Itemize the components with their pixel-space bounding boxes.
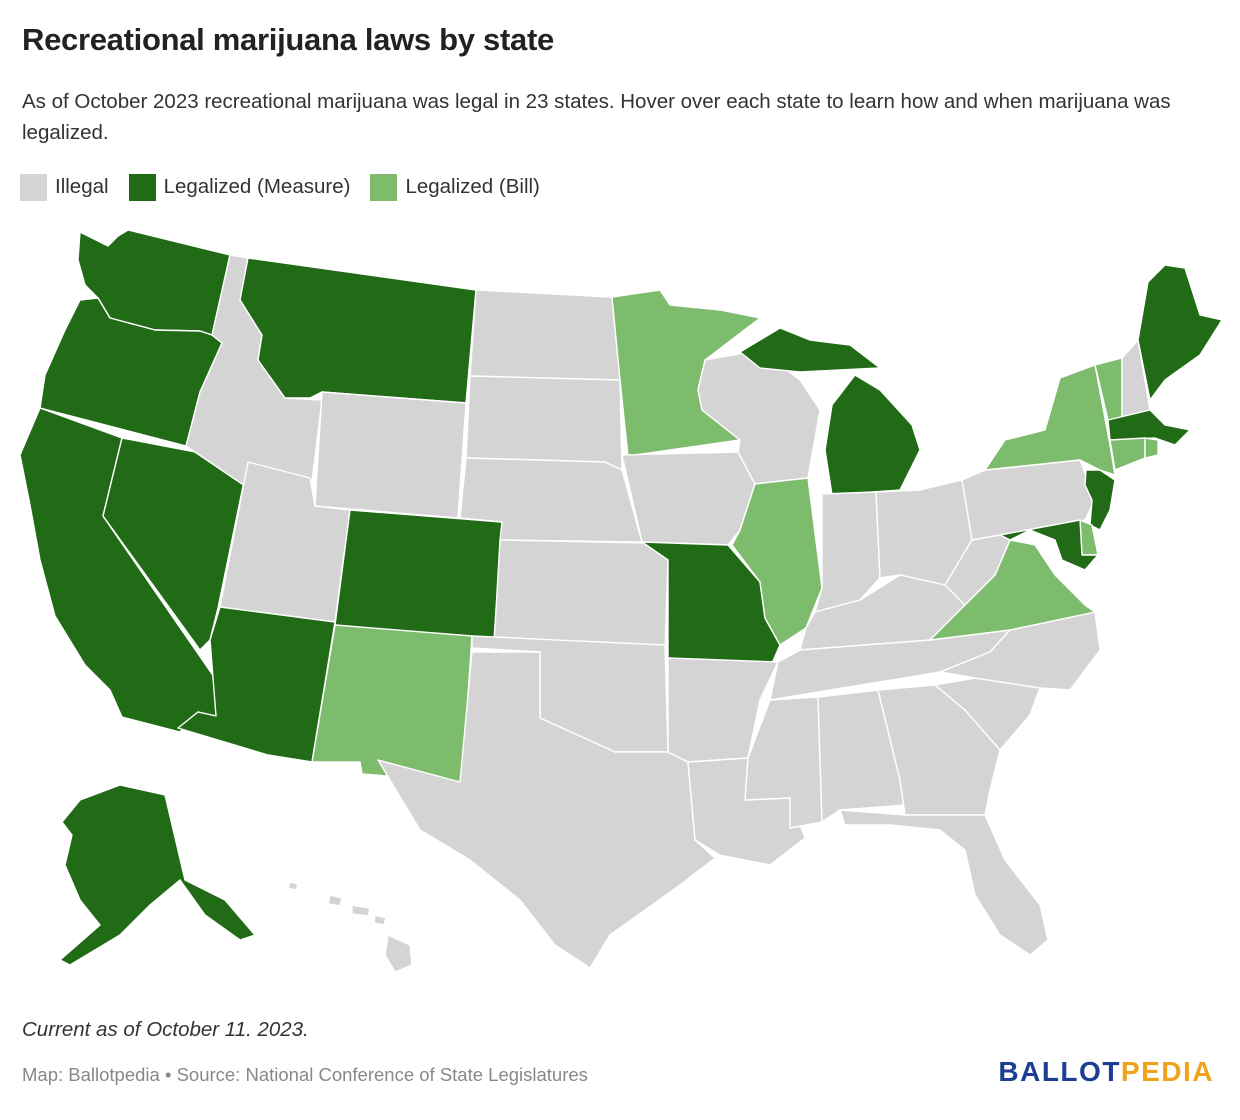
legend: Illegal Legalized (Measure) Legalized (B… (20, 172, 560, 202)
state-ME[interactable] (1137, 264, 1223, 401)
state-NY[interactable] (984, 364, 1116, 476)
state-SD[interactable] (465, 375, 623, 471)
legend-swatch-illegal (20, 173, 47, 201)
legend-item-measure[interactable]: Legalized (Measure) (128, 173, 351, 201)
state-KS[interactable] (493, 539, 669, 653)
legend-swatch-bill (370, 173, 398, 201)
legend-swatch-measure (128, 173, 156, 201)
state-ND[interactable] (469, 289, 621, 381)
logo-part-pedia: PEDIA (1120, 1056, 1214, 1087)
state-NC[interactable] (939, 611, 1101, 691)
state-TX[interactable] (377, 651, 716, 969)
state-FL[interactable] (839, 809, 1049, 956)
state-MT[interactable] (239, 257, 477, 404)
state-MI[interactable] (739, 327, 921, 496)
state-RI[interactable] (1144, 437, 1159, 459)
us-map (19, 229, 1223, 973)
state-IL[interactable] (731, 477, 823, 646)
logo-part-ballot: BALLOT (998, 1056, 1121, 1087)
legend-label-illegal: Illegal (55, 175, 109, 198)
state-IA[interactable] (621, 451, 756, 546)
state-CT[interactable] (1109, 437, 1146, 471)
legend-label-measure: Legalized (Measure) (163, 175, 351, 198)
state-CO[interactable] (334, 509, 503, 641)
state-HI[interactable] (287, 881, 413, 973)
state-AK[interactable] (59, 784, 256, 966)
state-CA[interactable] (19, 407, 231, 733)
footnote: Current as of October 11. 2023. (22, 1018, 309, 1041)
legend-label-bill: Legalized (Bill) (405, 175, 540, 198)
state-MD[interactable] (999, 519, 1099, 571)
legend-item-illegal[interactable]: Illegal (20, 173, 109, 201)
source-credit: Map: Ballotpedia • Source: National Conf… (22, 1064, 588, 1085)
chart-subtitle: As of October 2023 recreational marijuan… (22, 90, 1171, 144)
state-NM[interactable] (311, 624, 473, 783)
state-WY[interactable] (314, 391, 467, 519)
legend-item-bill[interactable]: Legalized (Bill) (370, 173, 540, 201)
ballotpedia-logo[interactable]: BALLOTPEDIA (998, 1056, 1214, 1088)
state-NJ[interactable] (1084, 469, 1116, 531)
chart-title: Recreational marijuana laws by state (22, 22, 554, 57)
